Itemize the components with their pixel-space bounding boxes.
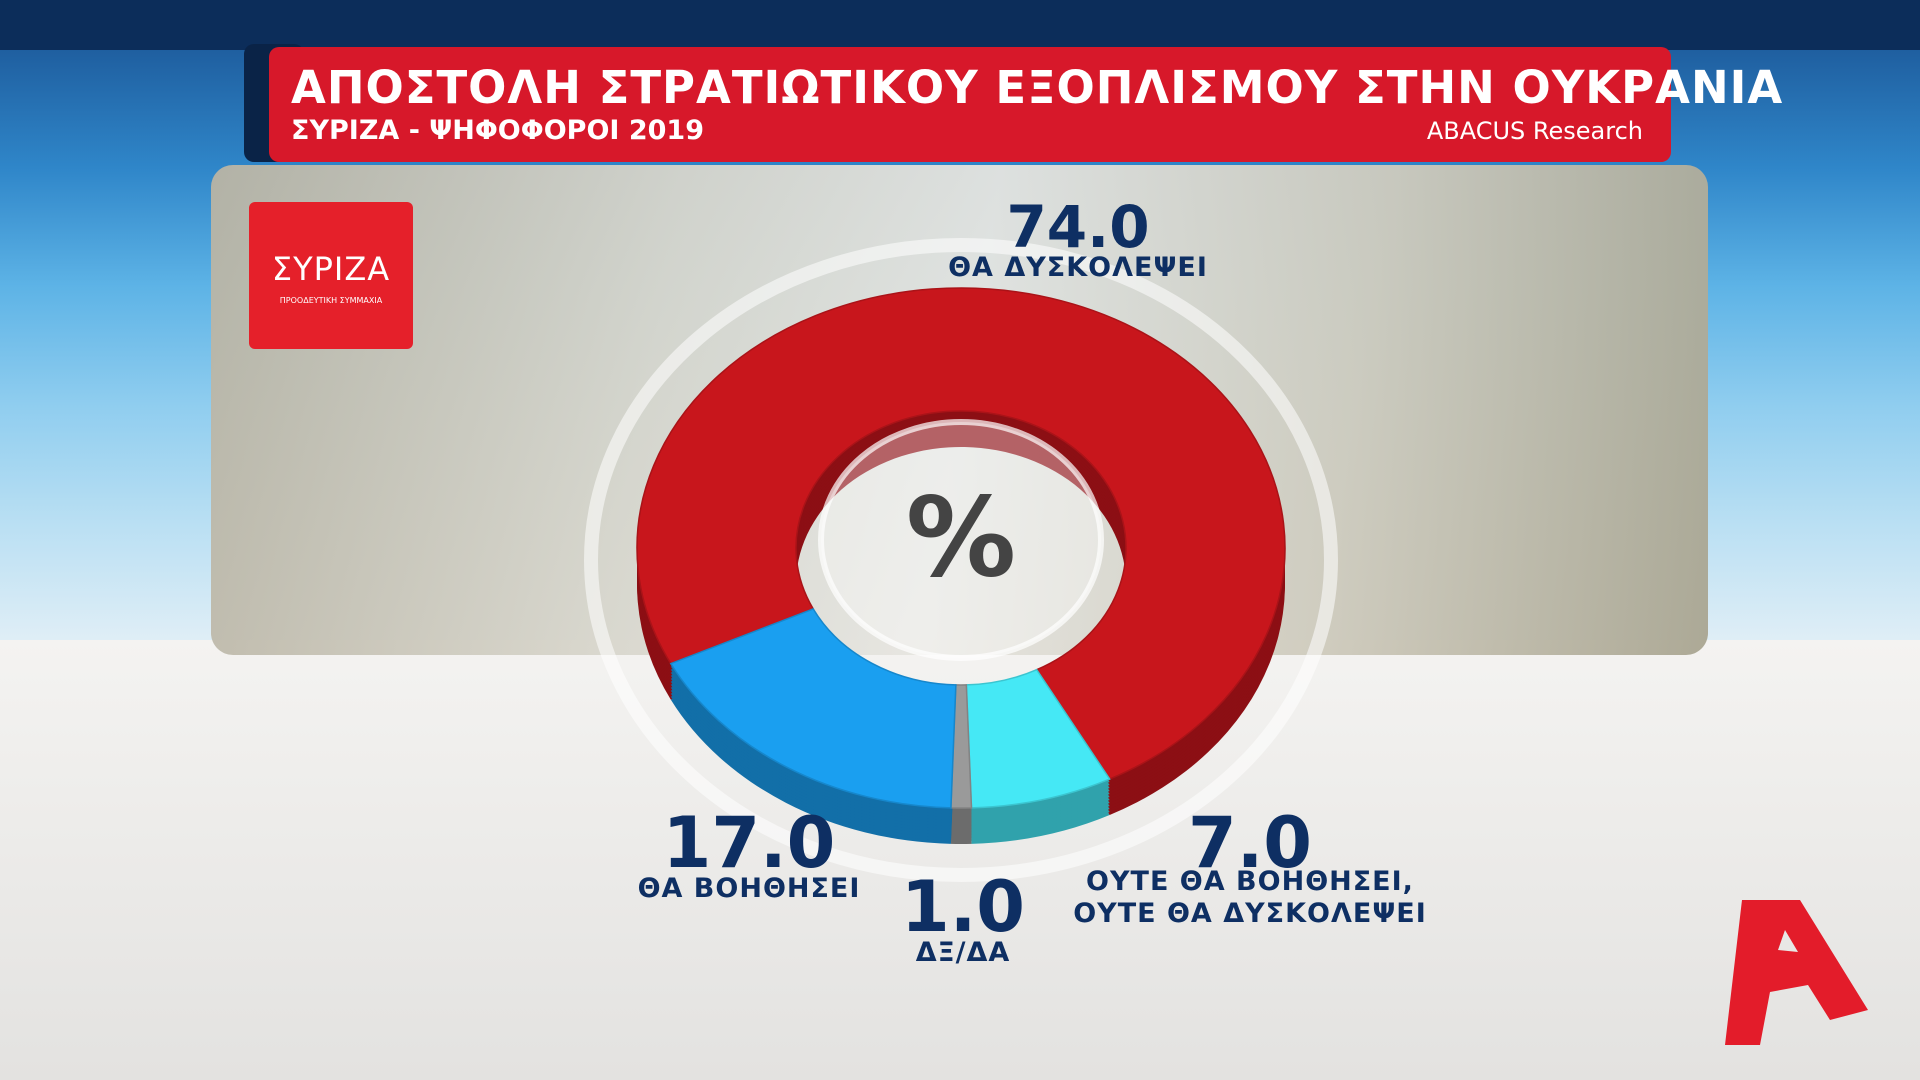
value-label: 1.0 <box>900 866 1026 948</box>
category-label: ΘΑ ΔΥΣΚΟΛΕΨΕΙ <box>948 252 1208 283</box>
title-banner: ΑΠΟΣΤΟΛΗ ΣΤΡΑΤΙΩΤΙΚΟΥ ΕΞΟΠΛΙΣΜΟΥ ΣΤΗΝ ΟΥ… <box>269 47 1782 162</box>
category-label: ΔΞ/ΔΑ <box>915 937 1011 968</box>
chart-subtitle: ΣΥΡΙΖΑ - ΨΗΦΟΦΟΡΟΙ 2019 <box>291 115 704 146</box>
party-logo: ΣΥΡΙΖΑ ΠΡΟΟΔΕΥΤΙΚΗ ΣΥΜΜΑΧΙΑ <box>249 202 413 349</box>
value-label: 7.0 <box>1187 802 1313 884</box>
segments <box>636 287 1286 809</box>
halo-ring <box>584 238 1338 882</box>
value-label: 74.0 <box>1006 193 1150 261</box>
logo-name: ΣΥΡΙΖΑ <box>271 250 391 288</box>
center-disc <box>818 419 1104 661</box>
top-band <box>0 0 1920 50</box>
source: ABACUS Research <box>1426 117 1643 145</box>
segment <box>669 607 957 809</box>
chart-title: ΑΠΟΣΤΟΛΗ ΣΤΡΑΤΙΩΤΙΚΟΥ ΕΞΟΠΛΙΣΜΟΥ ΣΤΗΝ ΟΥ… <box>291 61 1784 114</box>
category-label: ΟΥΤΕ ΘΑ ΒΟΗΘΗΣΕΙ, ΟΥΤΕ ΘΑ ΔΥΣΚΟΛΕΨΕΙ <box>1073 866 1427 930</box>
center-label: % <box>906 473 1016 601</box>
segment <box>636 287 1286 780</box>
category-label: ΘΑ ΒΟΗΘΗΣΕΙ <box>637 873 861 904</box>
value-label: 17.0 <box>662 802 836 884</box>
channel-logo <box>1725 900 1868 1045</box>
logo-tagline: ΠΡΟΟΔΕΥΤΙΚΗ ΣΥΜΜΑΧΙΑ <box>279 296 383 305</box>
